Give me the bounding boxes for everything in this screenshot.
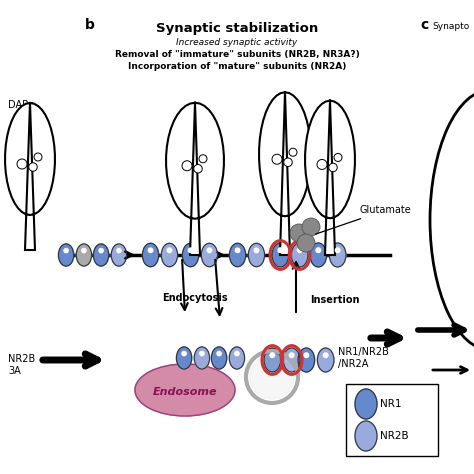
- Text: Incorporation of "mature" subunits (NR2A): Incorporation of "mature" subunits (NR2A…: [128, 62, 346, 71]
- Circle shape: [34, 153, 42, 161]
- Circle shape: [29, 163, 37, 171]
- Text: NR1/NR2B
/NR2A: NR1/NR2B /NR2A: [338, 347, 389, 369]
- Circle shape: [316, 248, 320, 253]
- Text: DARs: DARs: [8, 100, 34, 110]
- Ellipse shape: [355, 421, 377, 451]
- Ellipse shape: [264, 348, 281, 372]
- Circle shape: [290, 224, 308, 242]
- PathPatch shape: [259, 92, 311, 255]
- Ellipse shape: [283, 348, 300, 372]
- Ellipse shape: [355, 389, 377, 419]
- Ellipse shape: [176, 347, 191, 369]
- Text: NR2B: NR2B: [380, 431, 409, 441]
- Circle shape: [82, 248, 86, 253]
- PathPatch shape: [5, 103, 55, 250]
- Circle shape: [182, 161, 192, 171]
- Ellipse shape: [201, 243, 218, 267]
- Text: Removal of "immature" subunits (NR2B, NR3A?): Removal of "immature" subunits (NR2B, NR…: [115, 50, 359, 59]
- Text: c: c: [420, 18, 428, 32]
- Circle shape: [272, 154, 282, 164]
- Ellipse shape: [318, 348, 334, 372]
- Circle shape: [302, 218, 320, 236]
- Text: Insertion: Insertion: [310, 295, 359, 305]
- Circle shape: [278, 248, 283, 253]
- Ellipse shape: [143, 243, 159, 267]
- Ellipse shape: [310, 243, 327, 267]
- Circle shape: [297, 234, 315, 252]
- Circle shape: [117, 248, 121, 253]
- Circle shape: [284, 158, 292, 166]
- Circle shape: [188, 248, 193, 253]
- PathPatch shape: [305, 100, 355, 255]
- Circle shape: [199, 155, 207, 163]
- Ellipse shape: [111, 244, 127, 266]
- Circle shape: [235, 351, 239, 356]
- Circle shape: [17, 159, 27, 169]
- Ellipse shape: [292, 243, 308, 267]
- Circle shape: [194, 164, 202, 173]
- Circle shape: [297, 248, 302, 253]
- Ellipse shape: [93, 244, 109, 266]
- Circle shape: [148, 248, 153, 253]
- Ellipse shape: [76, 244, 91, 266]
- Ellipse shape: [248, 243, 264, 267]
- Circle shape: [270, 353, 274, 357]
- Ellipse shape: [329, 243, 346, 267]
- Circle shape: [99, 248, 103, 253]
- Circle shape: [64, 248, 68, 253]
- FancyBboxPatch shape: [346, 384, 438, 456]
- Circle shape: [167, 248, 172, 253]
- Circle shape: [336, 248, 340, 253]
- Circle shape: [254, 248, 259, 253]
- Circle shape: [217, 351, 221, 356]
- Text: b: b: [85, 18, 95, 32]
- Ellipse shape: [182, 243, 199, 267]
- Ellipse shape: [298, 348, 315, 372]
- Circle shape: [250, 355, 294, 399]
- Ellipse shape: [161, 243, 178, 267]
- Text: Glutamate: Glutamate: [316, 205, 412, 234]
- Circle shape: [323, 353, 328, 357]
- PathPatch shape: [166, 103, 224, 255]
- Ellipse shape: [58, 244, 74, 266]
- Text: Endosome: Endosome: [153, 387, 217, 397]
- Text: Endocytosis: Endocytosis: [162, 293, 228, 303]
- Ellipse shape: [229, 243, 246, 267]
- Circle shape: [207, 248, 212, 253]
- Circle shape: [304, 353, 309, 357]
- Circle shape: [182, 351, 186, 356]
- Ellipse shape: [194, 347, 210, 369]
- Circle shape: [289, 353, 294, 357]
- Circle shape: [317, 159, 327, 169]
- Ellipse shape: [211, 347, 227, 369]
- Text: NR2B
3A: NR2B 3A: [8, 354, 35, 376]
- Text: Synaptic stabilization: Synaptic stabilization: [156, 22, 318, 35]
- Text: Increased synaptic activity: Increased synaptic activity: [176, 38, 298, 47]
- Text: NR1: NR1: [380, 399, 401, 409]
- Circle shape: [329, 163, 337, 172]
- Circle shape: [334, 154, 342, 162]
- Circle shape: [235, 248, 240, 253]
- Ellipse shape: [229, 347, 245, 369]
- Text: Synapto: Synapto: [432, 22, 469, 31]
- Ellipse shape: [272, 243, 289, 267]
- Ellipse shape: [135, 364, 235, 416]
- Circle shape: [289, 148, 297, 156]
- Circle shape: [200, 351, 204, 356]
